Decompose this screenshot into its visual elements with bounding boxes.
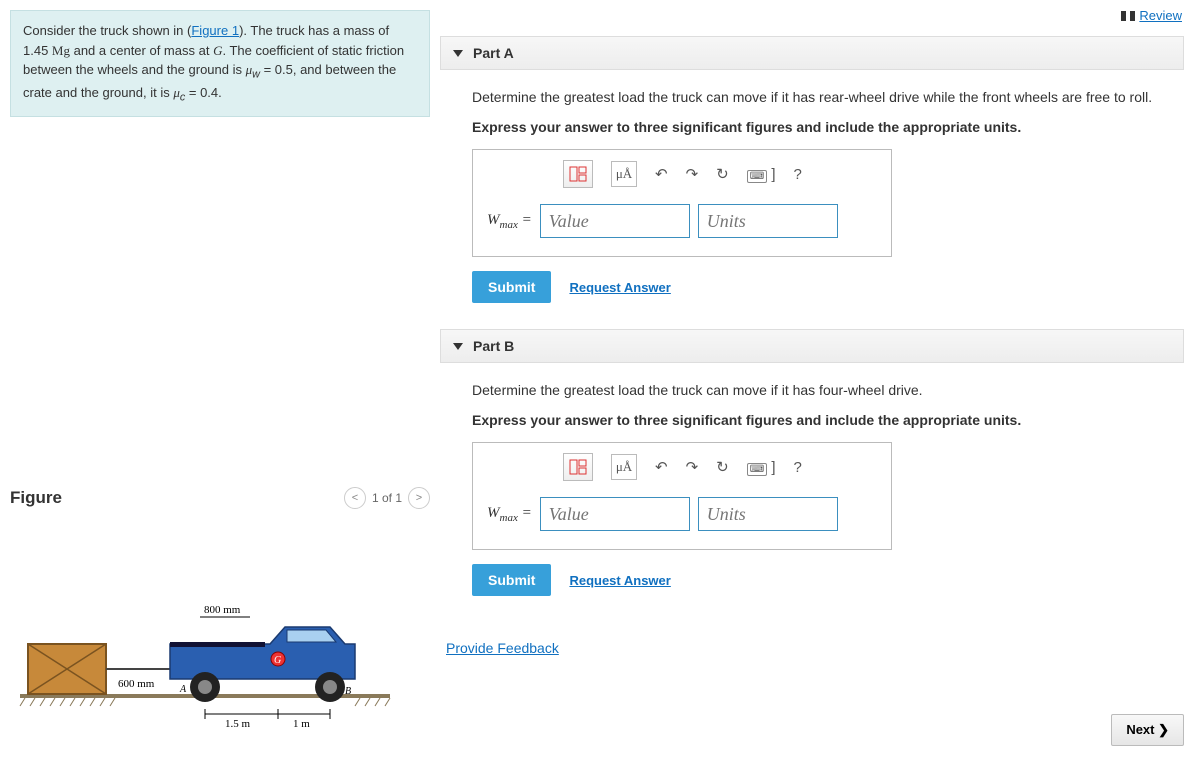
part-b: Part B Determine the greatest load the t… — [440, 329, 1190, 614]
undo-icon[interactable]: ↶ — [655, 458, 668, 476]
template-button[interactable] — [563, 160, 593, 188]
figure-panel: Figure < 1 of 1 > — [10, 487, 430, 729]
svg-text:1 m: 1 m — [293, 718, 310, 729]
units-mu-button[interactable]: μÅ — [611, 161, 637, 187]
wmax-label: Wmax = — [487, 212, 532, 231]
help-icon[interactable]: ? — [794, 459, 802, 476]
part-b-prompt: Determine the greatest load the truck ca… — [472, 381, 1180, 401]
reset-icon[interactable]: ↻ — [716, 165, 729, 183]
part-a-answer-box: μÅ ↶ ↷ ↻ ⌨ ] ? Wmax = — [472, 149, 892, 257]
review-label: Review — [1139, 8, 1182, 23]
bookmark-icon — [1121, 11, 1126, 21]
part-b-units-input[interactable] — [698, 497, 838, 531]
part-a-prompt: Determine the greatest load the truck ca… — [472, 88, 1180, 108]
figure-next-button[interactable]: > — [408, 487, 430, 509]
part-a-value-input[interactable] — [540, 204, 690, 238]
svg-text:A: A — [179, 684, 187, 695]
svg-text:1.5 m: 1.5 m — [225, 718, 251, 729]
part-b-request-answer-link[interactable]: Request Answer — [569, 573, 670, 588]
part-a: Part A Determine the greatest load the t… — [440, 36, 1190, 321]
redo-icon[interactable]: ↷ — [686, 165, 699, 183]
help-icon[interactable]: ? — [794, 166, 802, 183]
figure-title: Figure — [10, 488, 62, 508]
part-b-answer-box: μÅ ↶ ↷ ↻ ⌨ ] ? Wmax = — [472, 442, 892, 550]
figure-1-link[interactable]: Figure 1 — [191, 23, 239, 38]
review-link[interactable]: Review — [1121, 8, 1182, 23]
svg-text:B: B — [345, 686, 351, 697]
collapse-icon — [453, 50, 463, 57]
part-b-instruction: Express your answer to three significant… — [472, 411, 1180, 431]
problem-statement: Consider the truck shown in (Figure 1). … — [10, 10, 430, 117]
part-a-submit-button[interactable]: Submit — [472, 271, 551, 303]
figure-prev-button[interactable]: < — [344, 487, 366, 509]
undo-icon[interactable]: ↶ — [655, 165, 668, 183]
collapse-icon — [453, 343, 463, 350]
part-a-units-input[interactable] — [698, 204, 838, 238]
part-a-title: Part A — [473, 45, 514, 61]
svg-text:800 mm: 800 mm — [204, 604, 241, 616]
units-mu-button[interactable]: μÅ — [611, 454, 637, 480]
provide-feedback-link[interactable]: Provide Feedback — [446, 640, 559, 656]
part-b-header[interactable]: Part B — [440, 329, 1184, 363]
next-button[interactable]: Next ❯ — [1111, 714, 1184, 746]
part-a-instruction: Express your answer to three significant… — [472, 118, 1180, 138]
figure-page-label: 1 of 1 — [372, 491, 402, 505]
part-b-submit-button[interactable]: Submit — [472, 564, 551, 596]
part-a-header[interactable]: Part A — [440, 36, 1184, 70]
reset-icon[interactable]: ↻ — [716, 458, 729, 476]
part-b-title: Part B — [473, 338, 514, 354]
template-button[interactable] — [563, 453, 593, 481]
svg-text:600 mm: 600 mm — [118, 678, 155, 690]
keyboard-icon[interactable]: ⌨ ] — [747, 166, 776, 183]
redo-icon[interactable]: ↷ — [686, 458, 699, 476]
svg-text:G: G — [274, 655, 281, 666]
bookmark-icon — [1130, 11, 1135, 21]
keyboard-icon[interactable]: ⌨ ] — [747, 459, 776, 476]
part-b-value-input[interactable] — [540, 497, 690, 531]
part-a-request-answer-link[interactable]: Request Answer — [569, 280, 670, 295]
wmax-label: Wmax = — [487, 505, 532, 524]
figure-image: G A B 800 mm 600 mm 1.5 m 1 m — [10, 539, 400, 729]
